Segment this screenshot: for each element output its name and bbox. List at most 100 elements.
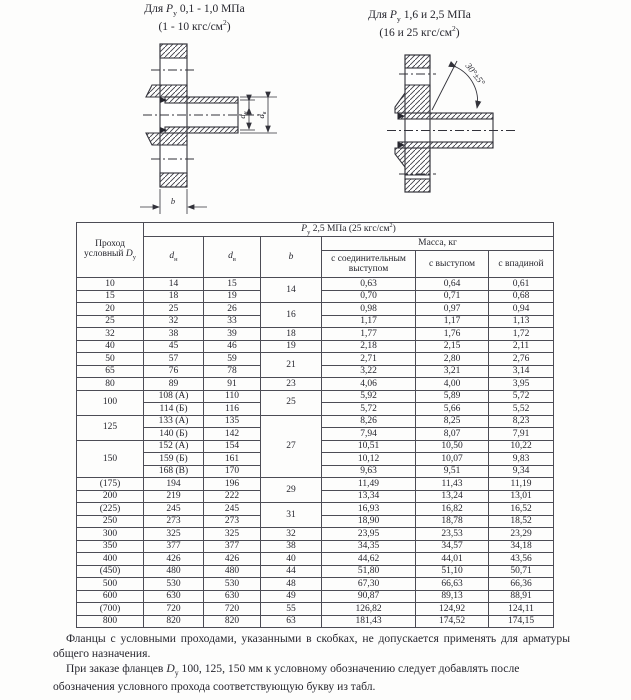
table-cell: 1,72 — [487, 327, 555, 341]
table-row: 140 (Б) 142 7,94 8,07 7,91 — [77, 427, 555, 441]
caption-right-line2: (16 и 25 кгс/см2) — [379, 24, 460, 39]
table-cell: 48 — [260, 577, 322, 591]
table-cell: 40 — [76, 339, 144, 354]
col-header-dn: dн — [143, 236, 204, 279]
col-header-mass-protrusion: с выступом — [415, 250, 489, 279]
table-cell: 91 — [203, 377, 261, 391]
table-cell: 480 — [203, 564, 261, 579]
dimension-label-b: b — [171, 196, 175, 206]
caption-left: Для Pу 0,1 - 1,0 МПа (1 - 10 кгс/см2) — [112, 2, 277, 34]
table-cell: 0,63 — [321, 277, 416, 291]
table-cell: 8,23 — [487, 414, 555, 429]
table-cell: 0,64 — [415, 277, 489, 291]
table-cell: 142 — [203, 427, 261, 441]
table-cell: 133 (А) — [143, 414, 204, 429]
table-cell: 800 — [76, 614, 144, 629]
table-cell: 3,14 — [487, 364, 555, 379]
table-cell: 44,01 — [415, 552, 489, 566]
header-row-3: с соединительным выступом с выступом с в… — [77, 250, 555, 279]
table-cell: 29 — [260, 477, 322, 504]
table-cell: 4,00 — [415, 377, 489, 391]
table-cell: 18 — [143, 289, 204, 304]
table-cell: 125 — [76, 414, 144, 441]
table-row: (225) 245 245 31 16,93 16,82 16,52 — [76, 502, 555, 529]
flange-drawing-high-pressure: 30°±5° — [387, 54, 515, 193]
table-cell: 2,11 — [487, 339, 555, 354]
table-row: 800 820 820 63 181,43 174,52 174,15 — [76, 614, 555, 629]
table-cell: 23,95 — [321, 527, 416, 541]
table-cell: 1,77 — [321, 327, 416, 341]
footnote-parentheses: Фланцы с условными проходами, указанными… — [53, 632, 570, 661]
table-cell: 63 — [260, 614, 322, 629]
caption-left-line1: Для Pу 0,1 - 1,0 МПа — [144, 3, 245, 18]
table-cell: 200 — [76, 489, 144, 504]
table-row: 65 76 78 3,22 3,21 3,14 — [76, 364, 555, 379]
table-cell: 222 — [203, 489, 261, 504]
table-cell: 14 — [143, 277, 204, 291]
table-cell: 196 — [203, 477, 261, 491]
table-cell: 21 — [260, 352, 322, 379]
table-cell: 630 — [203, 589, 261, 604]
table-cell: 480 — [143, 564, 204, 579]
table-cell: 2,71 — [321, 352, 416, 366]
table-cell: 18 — [260, 327, 322, 341]
table-cell: 530 — [143, 577, 204, 591]
table-cell: 5,66 — [415, 402, 489, 416]
table-cell: 3,21 — [415, 364, 489, 379]
table-row: 500 530 530 48 67,30 66,63 66,36 — [76, 577, 555, 591]
table-cell: 5,92 — [321, 389, 416, 404]
table-cell: 51,80 — [321, 564, 416, 579]
table-cell: 10,12 — [321, 452, 416, 466]
table-cell: 18,78 — [415, 514, 489, 529]
table-cell: 530 — [203, 577, 261, 591]
table-cell: 0,97 — [415, 302, 489, 316]
table-cell: 1,17 — [321, 314, 416, 329]
table-cell: 630 — [143, 589, 204, 604]
header-row-2: dн dв b Масса, кг — [77, 236, 555, 279]
table-row: 125 133 (А) 135 27 8,26 8,25 8,23 — [76, 414, 555, 479]
table-cell: 1,76 — [415, 327, 489, 341]
table-cell: 20 — [76, 302, 144, 316]
col-header-pressure: Pу 2,5 МПа (25 кгс/см2) — [142, 221, 555, 238]
table-cell: 15 — [203, 277, 261, 291]
table-cell: 7,91 — [487, 427, 555, 441]
table-cell: 161 — [203, 452, 261, 466]
table-cell: 820 — [143, 614, 204, 629]
table-cell: 0,68 — [487, 289, 555, 304]
table-cell: 600 — [76, 589, 144, 604]
table-cell: 7,94 — [321, 427, 416, 441]
table-cell: 8,26 — [321, 414, 416, 429]
table-row: (450) 480 480 44 51,80 51,10 50,71 — [76, 564, 555, 579]
table-cell: 273 — [143, 514, 204, 529]
table-cell: 13,01 — [487, 489, 555, 504]
table-cell: (700) — [76, 602, 144, 616]
table-cell: 110 — [203, 389, 261, 404]
table-cell: 10,51 — [321, 439, 416, 454]
table-cell: 126,82 — [321, 602, 416, 616]
table-cell: 5,72 — [321, 402, 416, 416]
table-row: 40 45 46 19 2,18 2,15 2,11 — [76, 339, 555, 354]
table-cell: 44 — [260, 564, 322, 579]
table-cell: 26 — [203, 302, 261, 316]
table-cell: 9,51 — [415, 464, 489, 479]
table-cell: 14 — [260, 277, 322, 304]
table-cell: 2,80 — [415, 352, 489, 366]
table-cell: 2,15 — [415, 339, 489, 354]
table-cell: 32 — [76, 327, 144, 341]
table-cell: 245 — [143, 502, 204, 516]
table-cell: 13,24 — [415, 489, 489, 504]
table-cell: 65 — [76, 364, 144, 379]
table-cell: 46 — [203, 339, 261, 354]
table-cell: 33 — [203, 314, 261, 329]
dimension-label-dn: dн — [237, 111, 249, 118]
table-cell: 18,90 — [321, 514, 416, 529]
table-cell: 3,95 — [487, 377, 555, 391]
table-cell: 108 (А) — [143, 389, 204, 404]
table-row: (700) 720 720 55 126,82 124,92 124,11 — [76, 602, 555, 616]
table-cell: 426 — [143, 552, 204, 566]
table-cell: 116 — [203, 402, 261, 416]
table-cell: 720 — [203, 602, 261, 616]
table-cell: 400 — [76, 552, 144, 566]
table-cell: 55 — [260, 602, 322, 616]
